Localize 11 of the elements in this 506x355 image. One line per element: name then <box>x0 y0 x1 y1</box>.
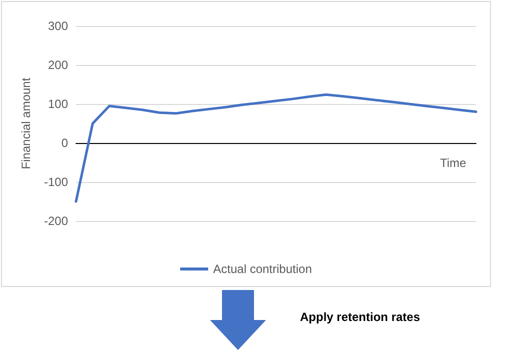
line-series <box>74 93 478 203</box>
y-tick-label: 0 <box>61 136 68 150</box>
y-tick-label: 300 <box>48 19 68 33</box>
y-tick-label: 100 <box>48 97 68 111</box>
text: Apply retention rates <box>300 310 420 324</box>
y-tick-label: -100 <box>44 175 68 189</box>
y-axis-title: Financial amount <box>19 77 33 170</box>
x-axis-title: Time <box>440 156 467 170</box>
legend-label: Actual contribution <box>213 262 312 276</box>
y-tick-label: -200 <box>44 214 68 228</box>
y-tick-label: 200 <box>48 58 68 72</box>
